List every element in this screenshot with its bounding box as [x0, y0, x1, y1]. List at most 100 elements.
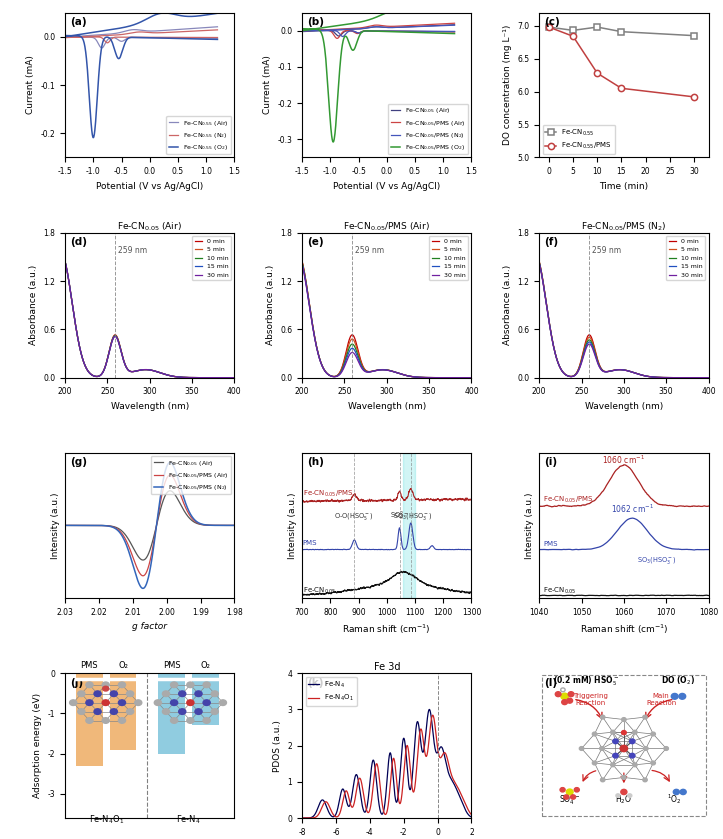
Fe-N$_4$O$_1$ — [428, 710, 437, 720]
Text: $^1$O$_2$: $^1$O$_2$ — [667, 792, 682, 805]
Circle shape — [633, 730, 637, 734]
15 min — [398, 370, 407, 380]
15 min — [61, 257, 69, 267]
Circle shape — [564, 795, 569, 800]
Text: O₂: O₂ — [118, 661, 128, 670]
Fe-CN$_{0.55}$ (N$_2$) — [213, 33, 222, 43]
Circle shape — [628, 794, 632, 797]
Fe-CN$_{0.05}$/PMS (Air) — [312, 25, 321, 35]
Text: Fe-CN$_{0.05}$: Fe-CN$_{0.05}$ — [544, 586, 577, 597]
Text: (i): (i) — [544, 457, 557, 467]
Fe-CN$_{0.05}$ (Air) — [169, 487, 178, 498]
10 min — [161, 369, 170, 379]
Line: Fe-CN$_{0.55}$ (N$_2$): Fe-CN$_{0.55}$ (N$_2$) — [65, 30, 218, 43]
Fe-CN$_{0.55}$ (N$_2$) — [173, 32, 181, 42]
Fe-CN$_{0.05}$/PMS (Air) — [348, 26, 356, 36]
X-axis label: Time (min): Time (min) — [599, 182, 649, 190]
Legend: Fe-CN$_{0.05}$ (Air), Fe-CN$_{0.05}$/PMS (Air), Fe-CN$_{0.05}$/PMS (N$_2$): Fe-CN$_{0.05}$ (Air), Fe-CN$_{0.05}$/PMS… — [151, 456, 231, 494]
Circle shape — [579, 747, 583, 750]
Fe-CN$_{0.55}$ (O$_2$) — [213, 34, 222, 44]
15 min — [142, 365, 151, 375]
Fe-CN$_{0.05}$/PMS (O$_2$) — [450, 29, 459, 39]
0 min — [463, 373, 471, 383]
Y-axis label: Intensity (a.u.): Intensity (a.u.) — [288, 492, 296, 559]
5 min — [161, 369, 170, 379]
Line: Fe-N$_4$: Fe-N$_4$ — [302, 710, 471, 818]
15 min — [700, 373, 709, 383]
Fe-CN$_{0.05}$/PMS (Air) — [317, 25, 326, 35]
Fe-CN$_{0.05}$ (Air) — [207, 520, 215, 530]
0 min — [674, 373, 683, 383]
Fe-CN$_{0.05}$ (Air) — [61, 520, 69, 530]
10 min — [636, 369, 644, 379]
Fe-CN$_{0.05}$ (Air) — [306, 26, 315, 36]
15 min — [141, 365, 150, 375]
Circle shape — [630, 739, 635, 743]
Y-axis label: Absorbance (a.u.): Absorbance (a.u.) — [266, 265, 275, 346]
Fe-CN$_{0.55}$ (N$_2$) — [111, 32, 119, 42]
X-axis label: Wavelength (nm): Wavelength (nm) — [348, 402, 426, 411]
Fe-CN$_{0.05}$/PMS (O$_2$) — [306, 24, 315, 34]
30 min — [615, 365, 624, 375]
Fe-CN$_{0.05}$/PMS (N$_2$) — [399, 26, 408, 36]
Circle shape — [570, 795, 576, 800]
Text: (l): (l) — [544, 678, 557, 687]
Fe-N$_4$ — [372, 779, 381, 789]
Fe-CN$_{0.55}$ (Air) — [69, 32, 77, 42]
Fe-CN$_{0.55}$/PMS — [544, 22, 553, 32]
Legend: Fe-CN$_{0.55}$, Fe-CN$_{0.55}$/PMS: Fe-CN$_{0.55}$, Fe-CN$_{0.55}$/PMS — [543, 124, 615, 154]
5 min — [142, 365, 151, 375]
Fe-CN$_{0.55}$ (N$_2$) — [69, 32, 77, 42]
Fe-N$_4$O$_1$ — [414, 740, 423, 750]
Y-axis label: Absorbance (a.u.): Absorbance (a.u.) — [502, 265, 512, 346]
Fe-CN$_{0.05}$/PMS (Air) — [166, 470, 174, 480]
0 min — [390, 367, 398, 377]
Text: Fe-CN$_{0.05}$: Fe-CN$_{0.05}$ — [303, 586, 336, 597]
Text: (a): (a) — [70, 17, 87, 27]
5 min — [615, 365, 624, 375]
10 min — [463, 373, 471, 383]
5 min — [378, 365, 387, 375]
Circle shape — [613, 739, 618, 743]
10 min — [61, 257, 69, 267]
X-axis label: g factor: g factor — [132, 622, 167, 631]
Text: PMS: PMS — [80, 661, 98, 670]
5 min — [380, 365, 388, 375]
0 min — [153, 367, 161, 377]
Circle shape — [601, 778, 605, 782]
X-axis label: Wavelength (nm): Wavelength (nm) — [585, 402, 663, 411]
0 min — [615, 365, 624, 375]
5 min — [636, 369, 644, 379]
Bar — [192, 673, 218, 726]
Circle shape — [651, 761, 656, 765]
5 min — [627, 367, 636, 377]
Y-axis label: Intensity (a.u.): Intensity (a.u.) — [525, 492, 534, 559]
Text: (b): (b) — [307, 17, 324, 27]
Line: 0 min: 0 min — [65, 262, 234, 378]
Text: Fe-N$_4$: Fe-N$_4$ — [176, 813, 201, 826]
Fe-CN$_{0.05}$/PMS (N$_2$) — [207, 520, 215, 530]
X-axis label: Potential (V vs Ag/AgCl): Potential (V vs Ag/AgCl) — [96, 182, 203, 190]
X-axis label: Raman shift (cm$^{-1}$): Raman shift (cm$^{-1}$) — [343, 622, 431, 635]
Text: SO$_4^{2-}$: SO$_4^{2-}$ — [390, 509, 409, 523]
Text: 1062 cm$^{-1}$: 1062 cm$^{-1}$ — [611, 503, 654, 515]
15 min — [437, 373, 445, 383]
10 min — [378, 365, 387, 375]
Circle shape — [613, 753, 618, 758]
Fe-CN$_{0.55}$ (O$_2$) — [161, 8, 169, 18]
Fe-CN$_{0.05}$/PMS (N$_2$) — [61, 520, 69, 530]
Y-axis label: Current (mA): Current (mA) — [26, 55, 35, 114]
Fe-CN$_{0.05}$ (Air) — [189, 517, 198, 527]
0 min — [467, 373, 476, 383]
Fe-N$_4$ — [315, 799, 324, 809]
Text: O₂: O₂ — [200, 661, 210, 670]
15 min — [226, 373, 235, 383]
0 min — [200, 373, 208, 383]
Fe-CN$_{0.05}$/PMS (Air) — [169, 472, 178, 482]
X-axis label: Wavelength (nm): Wavelength (nm) — [111, 402, 189, 411]
Text: (e): (e) — [307, 237, 324, 248]
Fe-CN$_{0.55}$ (Air) — [213, 34, 222, 44]
10 min — [467, 373, 476, 383]
Text: (g): (g) — [70, 457, 87, 467]
10 min — [704, 373, 713, 383]
